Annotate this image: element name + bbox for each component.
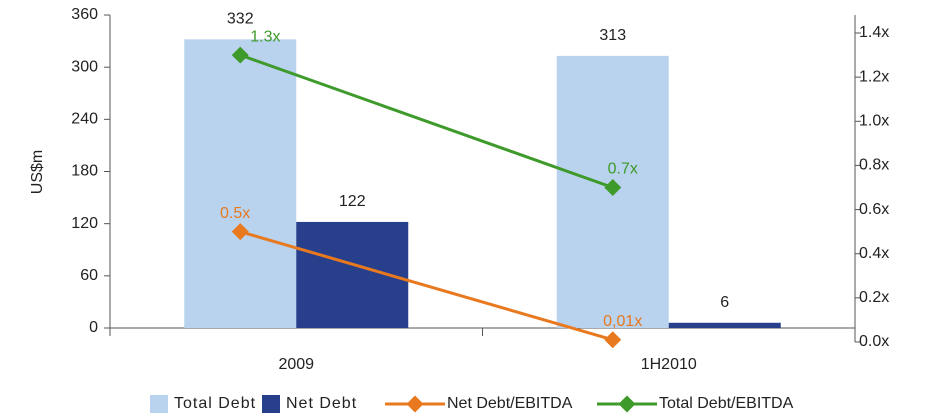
bar-value-label: 6 <box>720 294 729 311</box>
legend-marker <box>618 395 636 413</box>
bar <box>668 322 781 328</box>
y2-tick-label: 0.6x <box>859 201 889 218</box>
line-marker <box>231 223 249 241</box>
line-marker <box>604 331 622 349</box>
y2-tick-label: 0.0x <box>859 333 889 350</box>
y2-tick-label: 1.0x <box>859 113 889 130</box>
legend-label: Net Debt <box>286 395 357 412</box>
legend-label: Net Debt/EBITDA <box>447 395 573 412</box>
line <box>239 53 614 189</box>
y-tick-label: 120 <box>71 215 98 232</box>
legend-label: Total Debt <box>174 395 256 412</box>
line-value-label: 1.3x <box>250 28 280 45</box>
y-tick-label: 60 <box>80 267 98 284</box>
y-tick-label: 300 <box>71 58 98 75</box>
legend-label: Total Debt/EBITDA <box>659 395 794 412</box>
bar <box>184 39 297 328</box>
y2-tick-label: 0.8x <box>859 157 889 174</box>
legend-marker <box>406 395 424 413</box>
y-tick-label: 0 <box>89 319 98 336</box>
y-tick-label: 360 <box>71 6 98 23</box>
bar-value-label: 313 <box>599 27 626 44</box>
y2-tick-label: 1.4x <box>859 24 889 41</box>
y-tick-label: 240 <box>71 111 98 128</box>
y2-tick-label: 1.2x <box>859 68 889 85</box>
legend-swatch <box>150 395 168 413</box>
x-tick-label: 1H2010 <box>641 356 697 373</box>
line-marker <box>604 179 622 196</box>
x-tick-label: 2009 <box>278 356 314 373</box>
line-value-label: 0,01x <box>603 313 642 330</box>
y2-tick-label: 0.2x <box>859 289 889 306</box>
bar-value-label: 122 <box>339 193 366 210</box>
y-tick-label: 180 <box>71 163 98 180</box>
line <box>239 230 614 342</box>
line-value-label: 0.5x <box>220 205 250 222</box>
line-value-label: 0.7x <box>608 161 638 178</box>
bar-value-label: 332 <box>227 11 254 28</box>
legend-swatch <box>262 395 280 413</box>
y-axis-label: US$m <box>29 150 46 194</box>
y2-tick-label: 0.4x <box>859 245 889 262</box>
